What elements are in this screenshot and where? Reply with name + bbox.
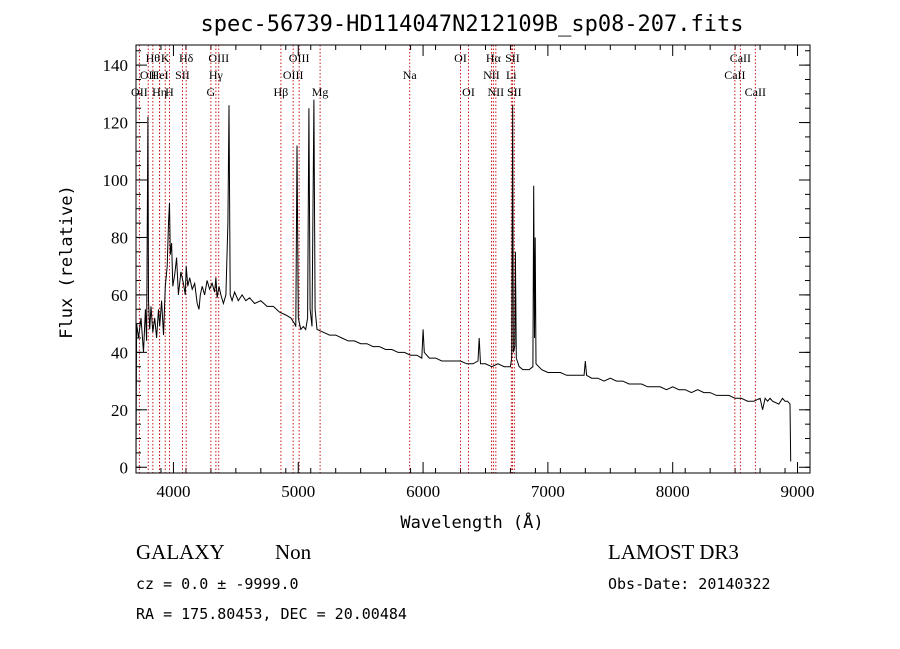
y-tick-label: 100 [103,171,129,190]
y-axis-ticks: 0 20 40 60 80 100 120 140 [103,56,810,477]
minor-ticks [135,45,811,473]
spectral-line-label: Hγ [209,68,224,82]
spectral-line-label: SII [507,85,522,99]
line-markers [138,45,756,473]
x-tick-label: 8000 [656,482,690,501]
x-axis-label: Wavelength (Å) [400,511,543,533]
spectral-line-label: CaII [730,51,751,65]
spectral-line-label: OI [462,85,475,99]
spectral-line-label: OIII [208,51,229,65]
y-tick-label: 140 [103,56,129,75]
line-labels: OIIOIIHθHeIHηKHSIIHδGHγOIIIHβOIIIOIIIMgN… [131,51,766,99]
spectral-line-label: CaII [724,68,745,82]
y-tick-label: 80 [111,228,128,247]
redshift-readout: cz = 0.0 ± -9999.0 [136,575,299,593]
spectral-line-label: NII [488,85,505,99]
spectral-line-label: Mg [312,85,329,99]
spectral-line-label: Hθ [146,51,161,65]
x-tick-label: 4000 [156,482,190,501]
x-tick-label: 5000 [281,482,315,501]
spectral-line-label: OIII [283,68,304,82]
object-class: GALAXY [136,540,225,564]
x-axis-ticks: 4000 5000 6000 7000 8000 9000 [156,45,815,501]
spectral-line-label: OI [454,51,467,65]
spectral-line-label: OII [131,85,148,99]
y-axis-label: Flux (relative) [57,185,77,339]
y-tick-label: 60 [111,286,128,305]
spectral-line-label: HeI [151,68,169,82]
spectral-line-label: Hβ [274,85,289,99]
object-subclass: Non [275,540,312,564]
spectral-line-label: G [207,85,216,99]
spectral-line-label: H [165,85,174,99]
spectral-line-label: Hα [486,51,502,65]
coordinates-readout: RA = 175.80453, DEC = 20.00484 [136,605,407,623]
observation-date: Obs-Date: 20140322 [608,575,771,593]
spectrum-series-line [135,99,792,462]
plot-frame [135,44,811,474]
spectral-line-label: NII [483,68,500,82]
x-tick-label: 9000 [781,482,815,501]
spectral-line-label: OIII [289,51,310,65]
x-tick-label: 6000 [406,482,440,501]
y-tick-label: 120 [103,114,129,133]
spectral-line-label: SII [505,51,520,65]
spectral-line-label: K [161,51,170,65]
x-tick-label: 7000 [531,482,565,501]
spectral-line-label: OII [140,68,157,82]
y-tick-label: 0 [120,458,129,477]
spectral-line-label: Li [506,68,517,82]
spectral-line-label: Hδ [179,51,194,65]
spectral-line-label: CaII [745,85,766,99]
y-tick-label: 40 [111,343,128,362]
spectral-line-label: Na [403,68,418,82]
chart-title: spec-56739-HD114047N212109B_sp08-207.fit… [200,12,743,37]
y-tick-label: 20 [111,401,128,420]
spectral-line-label: Hη [152,85,167,99]
spectral-line-label: SII [175,68,190,82]
survey-name: LAMOST DR3 [608,540,739,564]
